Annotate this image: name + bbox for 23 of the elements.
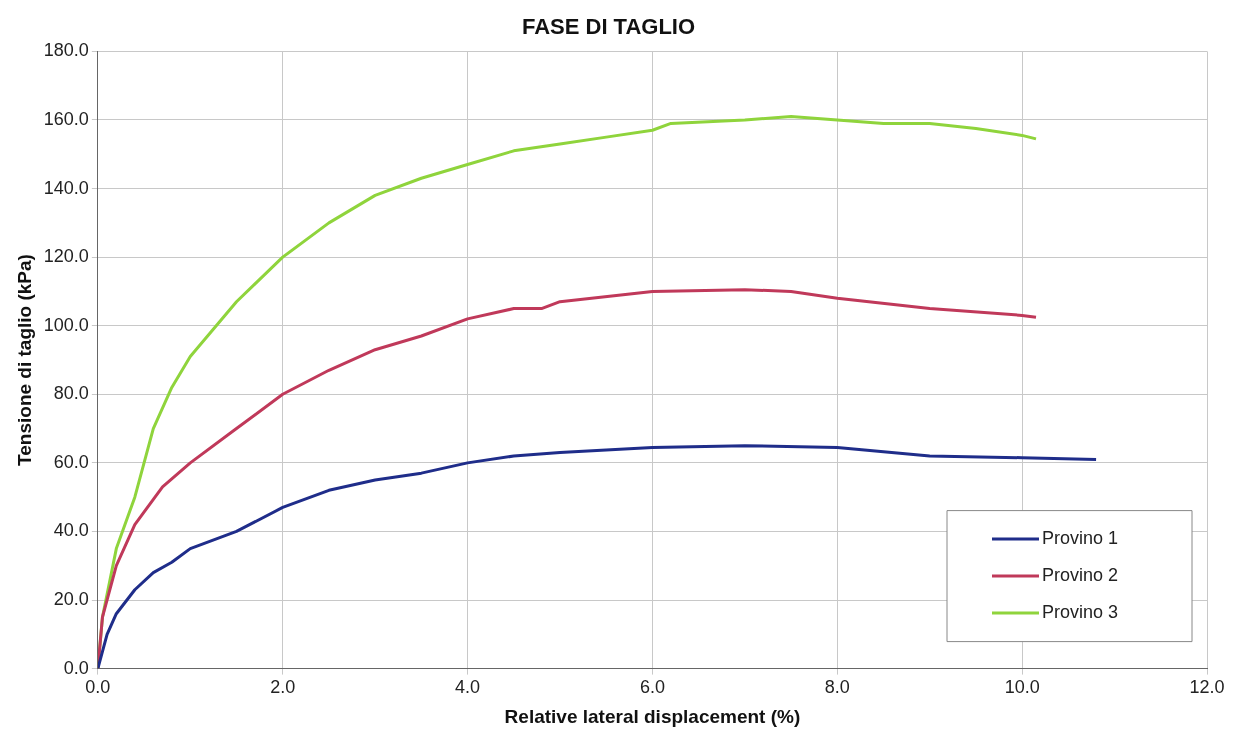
chart-title: FASE DI TAGLIO (521, 14, 696, 40)
x-tick-label: 8.0 (824, 677, 850, 698)
legend-label: Provino 2 (1042, 565, 1119, 586)
y-tick-label: 120.0 (43, 246, 89, 267)
y-tick-label: 20.0 (53, 588, 89, 609)
y-tick-label: 140.0 (43, 177, 89, 198)
legend-label: Provino 3 (1042, 602, 1119, 623)
legend-label: Provino 1 (1042, 528, 1119, 549)
x-tick-label: 2.0 (270, 677, 296, 698)
x-tick-label: 0.0 (85, 677, 111, 698)
y-tick-label: 160.0 (43, 108, 89, 129)
y-tick-label: 180.0 (43, 40, 89, 61)
x-tick-label: 12.0 (1189, 677, 1225, 698)
y-tick-label: 0.0 (63, 657, 89, 678)
y-tick-label: 100.0 (43, 314, 89, 335)
y-tick-label: 40.0 (53, 520, 89, 541)
x-axis-title: Relative lateral displacement (%) (504, 705, 801, 727)
y-tick-label: 80.0 (53, 383, 89, 404)
x-tick-label: 10.0 (1004, 677, 1040, 698)
x-tick-label: 6.0 (639, 677, 665, 698)
y-tick-label: 60.0 (53, 451, 89, 472)
y-axis-title: Tensione di taglio (kPa) (13, 254, 35, 466)
x-tick-label: 4.0 (455, 677, 481, 698)
